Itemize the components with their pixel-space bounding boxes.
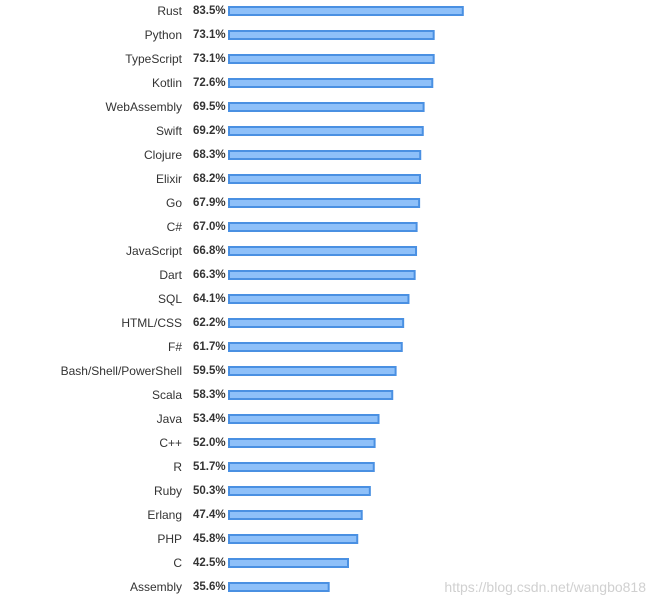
- bar-webassembly: [228, 102, 425, 112]
- category-label-php: PHP: [157, 532, 182, 546]
- bar-php: [228, 534, 359, 544]
- category-label-swift: Swift: [156, 124, 183, 138]
- category-label-r: R: [173, 460, 182, 474]
- value-label-sql: 64.1%: [193, 293, 226, 305]
- value-label-c: 42.5%: [193, 557, 226, 569]
- bar-rust: [228, 6, 464, 16]
- category-label-kotlin: Kotlin: [152, 76, 182, 90]
- bar-c: [228, 438, 376, 448]
- bar-kotlin: [228, 78, 434, 88]
- category-label-scala: Scala: [152, 388, 182, 402]
- category-label-python: Python: [145, 28, 182, 42]
- value-label-typescript: 73.1%: [193, 53, 226, 65]
- bar-assembly: [228, 582, 330, 592]
- category-label-typescript: TypeScript: [125, 52, 182, 66]
- bar-dart: [228, 270, 416, 280]
- bar-f: [228, 342, 403, 352]
- value-label-f: 61.7%: [193, 341, 226, 353]
- category-label-c: C: [173, 556, 182, 570]
- bar-sql: [228, 294, 410, 304]
- bar-c: [228, 222, 418, 232]
- bar-scala: [228, 390, 394, 400]
- value-label-clojure: 68.3%: [193, 149, 226, 161]
- category-label-go: Go: [166, 196, 182, 210]
- value-label-kotlin: 72.6%: [193, 77, 226, 89]
- category-label-sql: SQL: [158, 292, 182, 306]
- bar-typescript: [228, 54, 435, 64]
- value-label-elixir: 68.2%: [193, 173, 226, 185]
- category-label-clojure: Clojure: [144, 148, 182, 162]
- category-label-rust: Rust: [157, 4, 182, 18]
- value-label-rust: 83.5%: [193, 5, 226, 17]
- value-label-erlang: 47.4%: [193, 509, 226, 521]
- value-label-java: 53.4%: [193, 413, 226, 425]
- value-label-dart: 66.3%: [193, 269, 226, 281]
- bar-javascript: [228, 246, 418, 256]
- category-label-c: C++: [159, 436, 182, 450]
- category-label-bash-shell-powershell: Bash/Shell/PowerShell: [61, 364, 182, 378]
- value-label-python: 73.1%: [193, 29, 226, 41]
- bars: [228, 6, 464, 592]
- value-label-ruby: 50.3%: [193, 485, 226, 497]
- value-label-javascript: 66.8%: [193, 245, 226, 257]
- value-label-r: 51.7%: [193, 461, 226, 473]
- category-label-html-css: HTML/CSS: [121, 316, 182, 330]
- category-label-ruby: Ruby: [154, 484, 182, 498]
- value-label-webassembly: 69.5%: [193, 101, 226, 113]
- category-label-javascript: JavaScript: [126, 244, 183, 258]
- bar-java: [228, 414, 380, 424]
- value-label-bash-shell-powershell: 59.5%: [193, 365, 226, 377]
- value-label-c: 52.0%: [193, 437, 226, 449]
- bar-r: [228, 462, 375, 472]
- category-label-dart: Dart: [159, 268, 182, 282]
- category-label-elixir: Elixir: [156, 172, 182, 186]
- category-label-f: F#: [168, 340, 182, 354]
- bar-go: [228, 198, 421, 208]
- category-labels: Rust Python TypeScript Kotlin WebAssembly Swi…: [61, 4, 183, 594]
- bar-bash-shell-powershell: [228, 366, 397, 376]
- category-label-webassembly: WebAssembly: [106, 100, 182, 114]
- value-label-go: 67.9%: [193, 197, 226, 209]
- watermark-text: https://blog.csdn.net/wangbo818: [444, 579, 646, 595]
- value-label-swift: 69.2%: [193, 125, 226, 137]
- value-label-assembly: 35.6%: [193, 581, 226, 593]
- value-label-c: 67.0%: [193, 221, 226, 233]
- category-label-erlang: Erlang: [147, 508, 182, 522]
- bar-python: [228, 30, 435, 40]
- bar-ruby: [228, 486, 371, 496]
- bar-elixir: [228, 174, 421, 184]
- bar-html-css: [228, 318, 405, 328]
- value-label-scala: 58.3%: [193, 389, 226, 401]
- category-label-c: C#: [167, 220, 183, 234]
- bar-swift: [228, 126, 424, 136]
- bar-erlang: [228, 510, 363, 520]
- value-label-html-css: 62.2%: [193, 317, 226, 329]
- category-label-java: Java: [157, 412, 183, 426]
- bar-c: [228, 558, 349, 568]
- value-label-php: 45.8%: [193, 533, 226, 545]
- category-label-assembly: Assembly: [130, 580, 182, 594]
- value-labels: 83.5% 73.1% 73.1% 72.6% 69.5% 69.2% 68.3% 68.2%…: [193, 5, 226, 593]
- bar-clojure: [228, 150, 422, 160]
